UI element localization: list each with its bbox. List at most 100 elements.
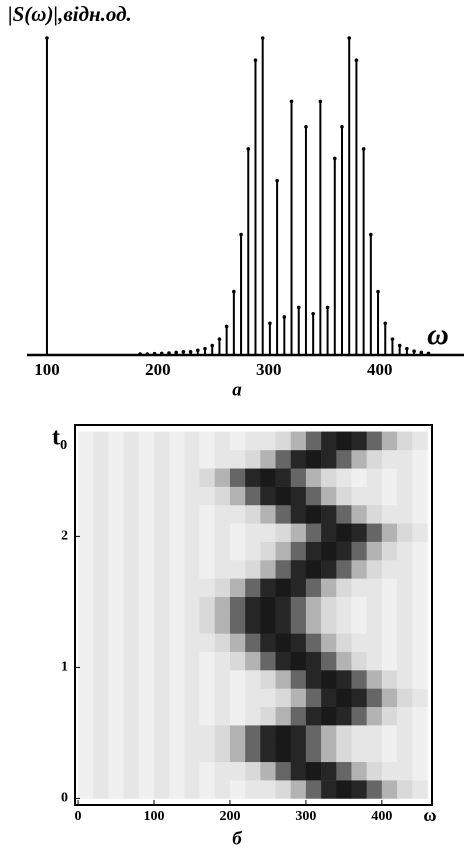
heat-cell — [214, 688, 231, 708]
heat-cell — [321, 468, 337, 487]
heat-cell — [78, 523, 94, 542]
stem-head — [203, 346, 207, 351]
heat-cell — [321, 578, 337, 597]
heat-cell — [123, 706, 140, 726]
stem-head — [289, 99, 294, 104]
heat-cell — [305, 596, 322, 616]
heat-cell — [260, 670, 276, 689]
heat-cell — [397, 486, 413, 506]
heat-cell — [412, 523, 428, 542]
heat-cell — [245, 504, 261, 524]
heat-cell — [412, 725, 428, 744]
heat-cell — [138, 523, 155, 542]
heat-cell — [412, 761, 428, 781]
heat-cell — [229, 651, 246, 671]
heat-cell — [184, 431, 200, 451]
heat-cell — [336, 449, 352, 469]
heat-cell — [260, 431, 276, 451]
heat-cell — [108, 523, 124, 542]
stem-head — [405, 346, 409, 351]
heat-cell — [214, 780, 231, 799]
heat-cell — [275, 743, 292, 763]
heat-cell — [245, 523, 261, 542]
heat-cell — [108, 725, 124, 744]
heat-cell — [153, 725, 170, 744]
heat-cell — [321, 449, 337, 469]
heat-cell — [153, 651, 170, 671]
heat-cell — [397, 596, 413, 616]
heat-cell — [184, 761, 200, 781]
heat-cell — [275, 596, 292, 616]
heat-cell — [305, 761, 322, 781]
heat-cell — [93, 633, 109, 652]
heat-cell — [366, 541, 383, 561]
heat-cell — [321, 541, 337, 561]
heat-cell — [366, 670, 383, 689]
heat-cell — [397, 431, 413, 451]
stem-head — [369, 232, 373, 237]
heat-cell — [229, 468, 246, 487]
stem-head — [340, 124, 344, 129]
heat-cell — [397, 743, 413, 763]
heat-cell — [153, 706, 170, 726]
heat-cell — [260, 541, 276, 561]
heat-cell — [351, 504, 367, 524]
heat-cell — [214, 468, 231, 487]
heat-cell — [169, 596, 185, 616]
stem-head — [196, 348, 200, 353]
heat-cell — [245, 468, 261, 487]
heat-cell — [184, 688, 200, 708]
heat-cell — [321, 670, 337, 689]
heat-cell — [321, 633, 337, 652]
heat-cell — [260, 651, 276, 671]
stem-head — [332, 156, 337, 161]
heat-cell — [412, 578, 428, 597]
heat-cell — [290, 468, 307, 487]
heat-cell — [305, 559, 322, 579]
heat-cell — [260, 596, 276, 616]
heat-cell — [214, 725, 231, 744]
stem-head — [311, 311, 315, 316]
heat-cell — [199, 431, 216, 451]
heat-cell — [245, 559, 261, 579]
heat-cell — [93, 431, 109, 451]
heat-cell — [78, 486, 94, 506]
heat-cell — [138, 633, 155, 652]
heat-cell — [93, 486, 109, 506]
heat-cell — [169, 651, 185, 671]
heat-cell — [78, 688, 94, 708]
y-tick-label: 0 — [61, 791, 68, 806]
heat-cell — [214, 431, 231, 451]
heat-cell — [138, 780, 155, 799]
x-tick-label: 300 — [295, 809, 316, 824]
heat-cell — [78, 578, 94, 597]
heat-cell — [351, 559, 367, 579]
heat-cell — [123, 615, 140, 634]
heat-cell — [108, 688, 124, 708]
heat-cell — [93, 504, 109, 524]
heat-cell — [169, 431, 185, 451]
heat-cell — [381, 761, 398, 781]
heat-cell — [351, 615, 367, 634]
heat-cell — [275, 486, 292, 506]
heat-cell — [199, 504, 216, 524]
heat-cell — [199, 559, 216, 579]
heat-cell — [290, 761, 307, 781]
heat-cell — [214, 449, 231, 469]
heat-cell — [275, 449, 292, 469]
heat-cell — [245, 688, 261, 708]
heat-cell — [397, 578, 413, 597]
heat-cell — [366, 615, 383, 634]
heat-cell — [108, 578, 124, 597]
heat-cell — [336, 780, 352, 799]
stem-head — [361, 147, 366, 151]
heat-cell — [123, 633, 140, 652]
stem-head — [354, 58, 359, 62]
stem-head — [390, 337, 395, 341]
heat-cell — [336, 559, 352, 579]
heat-cell — [123, 688, 140, 708]
heat-cell — [305, 615, 322, 634]
heat-cell — [275, 431, 292, 451]
heat-cell — [184, 504, 200, 524]
heat-cell — [290, 559, 307, 579]
